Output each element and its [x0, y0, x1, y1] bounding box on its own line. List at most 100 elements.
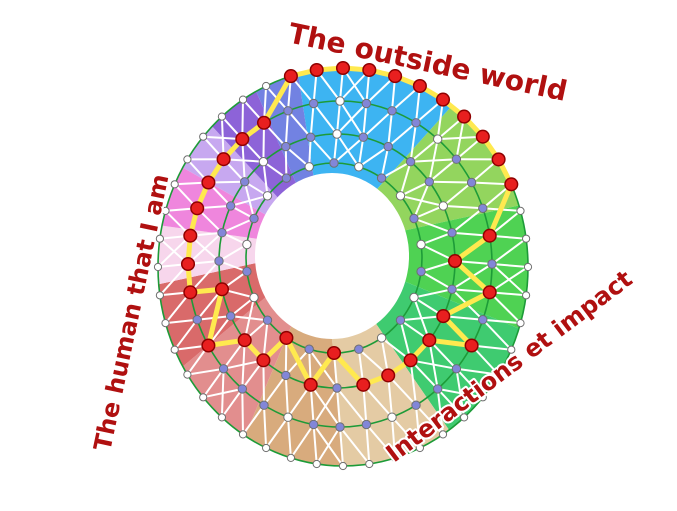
white-node[interactable]	[199, 132, 208, 141]
purple-node[interactable]	[329, 158, 339, 168]
red-node[interactable]	[279, 330, 294, 345]
purple-node[interactable]	[192, 315, 202, 325]
purple-node[interactable]	[361, 419, 372, 430]
purple-node[interactable]	[335, 422, 345, 432]
red-node[interactable]	[482, 285, 497, 300]
white-node[interactable]	[409, 292, 419, 303]
purple-node[interactable]	[306, 132, 316, 142]
white-node[interactable]	[354, 162, 364, 172]
white-node[interactable]	[283, 412, 293, 422]
purple-node[interactable]	[214, 256, 224, 266]
red-node[interactable]	[235, 132, 250, 147]
purple-node[interactable]	[487, 259, 497, 269]
white-node[interactable]	[507, 345, 516, 354]
red-node[interactable]	[362, 62, 377, 78]
purple-node[interactable]	[226, 311, 236, 321]
white-node[interactable]	[478, 393, 487, 402]
purple-node[interactable]	[361, 98, 372, 109]
white-node[interactable]	[183, 370, 192, 379]
purple-node[interactable]	[281, 370, 291, 381]
purple-node[interactable]	[218, 364, 229, 374]
purple-node[interactable]	[451, 154, 462, 164]
purple-node[interactable]	[451, 364, 462, 374]
purple-node[interactable]	[387, 106, 397, 116]
red-node[interactable]	[447, 253, 463, 269]
red-node[interactable]	[504, 177, 519, 192]
purple-node[interactable]	[283, 106, 293, 116]
purple-node[interactable]	[217, 228, 227, 238]
red-node[interactable]	[180, 256, 196, 272]
white-node[interactable]	[217, 413, 226, 422]
purple-node[interactable]	[411, 118, 421, 128]
purple-node[interactable]	[466, 177, 477, 188]
red-node[interactable]	[403, 353, 418, 368]
red-node[interactable]	[435, 92, 451, 107]
red-node[interactable]	[183, 228, 198, 243]
white-node[interactable]	[153, 262, 163, 272]
white-node[interactable]	[395, 191, 406, 201]
white-node[interactable]	[433, 134, 443, 144]
white-node[interactable]	[522, 234, 531, 243]
red-node[interactable]	[309, 62, 324, 78]
white-node[interactable]	[249, 292, 259, 303]
white-node[interactable]	[262, 81, 271, 91]
white-node[interactable]	[494, 370, 503, 379]
purple-node[interactable]	[424, 177, 434, 187]
white-node[interactable]	[199, 393, 208, 402]
white-node[interactable]	[161, 319, 170, 328]
purple-node[interactable]	[478, 203, 488, 214]
purple-node[interactable]	[433, 384, 443, 394]
purple-node[interactable]	[478, 315, 488, 325]
purple-node[interactable]	[447, 284, 457, 294]
purple-node[interactable]	[308, 98, 319, 109]
white-node[interactable]	[170, 180, 179, 189]
white-node[interactable]	[460, 413, 469, 422]
red-node[interactable]	[183, 285, 198, 300]
red-node[interactable]	[216, 152, 231, 167]
white-node[interactable]	[258, 157, 269, 167]
white-node[interactable]	[415, 443, 424, 453]
purple-node[interactable]	[405, 157, 416, 167]
red-node[interactable]	[464, 338, 479, 353]
white-node[interactable]	[338, 461, 348, 471]
purple-node[interactable]	[332, 383, 342, 393]
white-node[interactable]	[242, 239, 252, 250]
red-node[interactable]	[256, 115, 272, 130]
white-node[interactable]	[183, 155, 192, 164]
purple-node[interactable]	[383, 141, 393, 152]
red-node[interactable]	[214, 282, 230, 297]
purple-node[interactable]	[354, 344, 364, 354]
red-node[interactable]	[388, 69, 403, 84]
red-node[interactable]	[475, 129, 490, 144]
white-node[interactable]	[155, 291, 164, 300]
purple-node[interactable]	[226, 201, 236, 211]
red-node[interactable]	[335, 60, 351, 76]
white-node[interactable]	[238, 95, 248, 104]
red-node[interactable]	[326, 345, 342, 361]
purple-node[interactable]	[376, 173, 387, 183]
red-node[interactable]	[283, 69, 298, 84]
purple-node[interactable]	[262, 315, 273, 325]
red-node[interactable]	[303, 377, 318, 392]
white-node[interactable]	[312, 459, 321, 469]
purple-node[interactable]	[249, 213, 259, 224]
purple-node[interactable]	[395, 315, 406, 325]
red-node[interactable]	[356, 377, 371, 392]
white-node[interactable]	[522, 291, 531, 300]
white-node[interactable]	[391, 453, 400, 462]
white-node[interactable]	[523, 262, 533, 272]
white-node[interactable]	[155, 234, 164, 243]
purple-node[interactable]	[240, 177, 250, 187]
red-node[interactable]	[201, 338, 216, 353]
purple-node[interactable]	[416, 266, 426, 277]
purple-node[interactable]	[237, 384, 248, 394]
white-node[interactable]	[161, 206, 170, 215]
purple-node[interactable]	[242, 266, 252, 277]
white-node[interactable]	[170, 345, 179, 354]
red-node[interactable]	[256, 353, 271, 368]
red-node[interactable]	[237, 333, 252, 348]
purple-node[interactable]	[411, 400, 421, 410]
white-node[interactable]	[516, 319, 525, 328]
white-node[interactable]	[304, 162, 314, 172]
red-node[interactable]	[412, 78, 427, 94]
